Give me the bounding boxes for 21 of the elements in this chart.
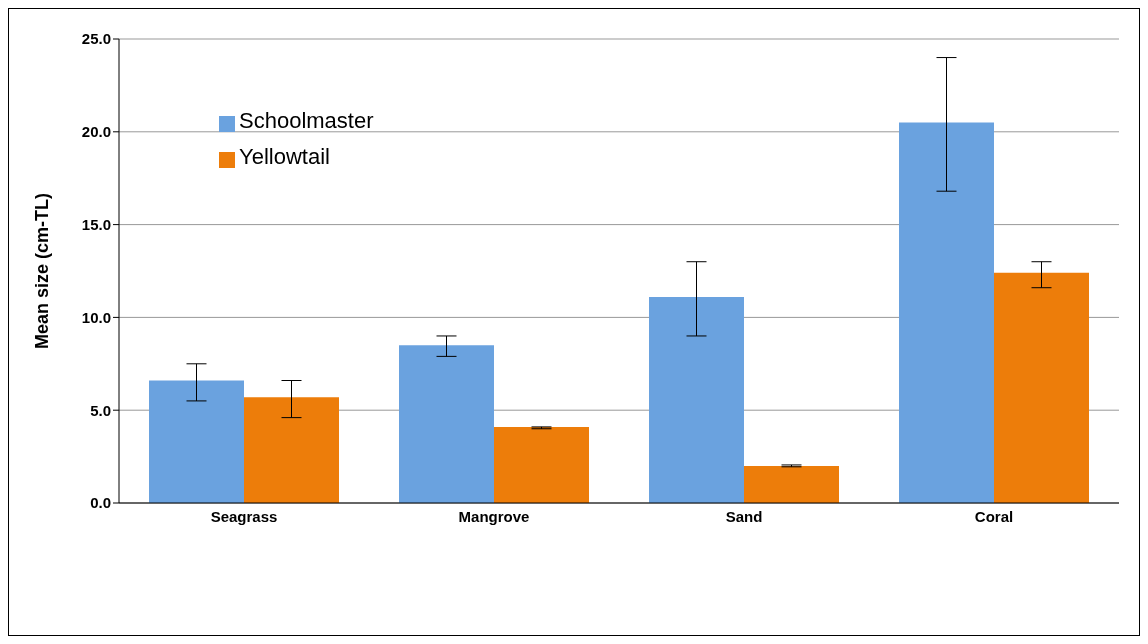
x-tick-label: Sand bbox=[725, 507, 763, 525]
bar bbox=[244, 397, 339, 503]
bar bbox=[744, 465, 839, 503]
y-tick-label: 10.0 bbox=[81, 308, 111, 326]
y-tick-label: 15.0 bbox=[81, 215, 111, 233]
legend-label: Schoolmaster bbox=[239, 108, 374, 133]
x-tick-label: Seagrass bbox=[210, 507, 278, 525]
bar bbox=[494, 426, 589, 503]
bar bbox=[649, 296, 744, 503]
y-tick-label: 20.0 bbox=[81, 123, 111, 141]
y-tick-label: 5.0 bbox=[90, 401, 111, 419]
x-tick-label: Mangrove bbox=[458, 507, 530, 525]
bar bbox=[994, 272, 1089, 503]
bar bbox=[899, 122, 994, 503]
y-tick-label: 0.0 bbox=[90, 494, 111, 512]
y-axis-title: Mean size (cm-TL) bbox=[32, 192, 53, 350]
bar bbox=[149, 380, 244, 503]
bar bbox=[399, 345, 494, 503]
x-tick-label: Coral bbox=[974, 507, 1014, 525]
legend-label: Yellowtail bbox=[239, 144, 330, 169]
y-tick-label: 25.0 bbox=[81, 30, 111, 48]
